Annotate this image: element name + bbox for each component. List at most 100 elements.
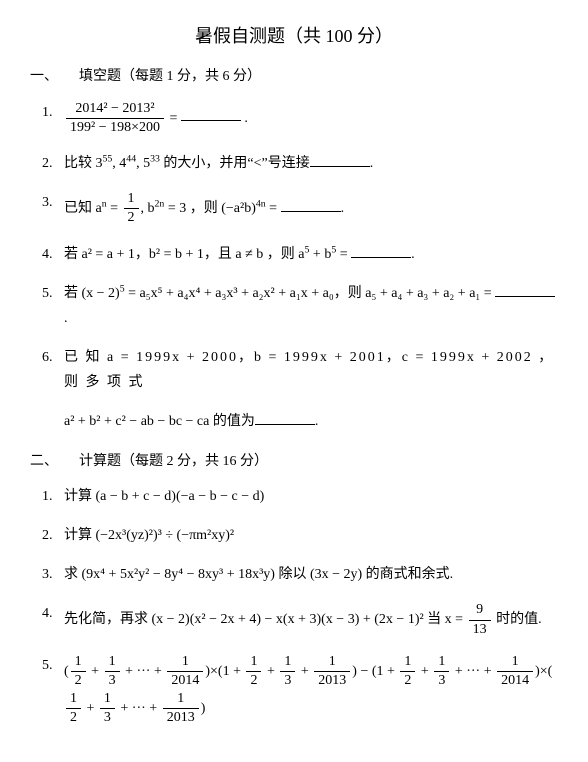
- text: 若 (x − 2): [64, 286, 120, 301]
- text: + ··· +: [451, 664, 495, 679]
- text: =: [336, 247, 351, 262]
- problem-body: 若 a² = a + 1，b² = b + 1，且 a ≠ b ，则 a5 + …: [64, 242, 558, 267]
- denominator: 2014: [167, 672, 203, 690]
- text: .: [411, 247, 415, 262]
- denominator: 2013: [314, 672, 350, 690]
- problem-number: 6.: [42, 345, 64, 370]
- fraction: 12014: [497, 653, 533, 690]
- text: +: [297, 664, 312, 679]
- text: .: [341, 201, 345, 216]
- exponent: 33: [150, 153, 160, 164]
- problem-1-6: 6. 已 知 a = 1999x + 2000，b = 1999x + 2001…: [42, 345, 558, 435]
- problem-body: 若 (x − 2)5 = a₅x⁵ + a₄x⁴ + a₃x³ + a₂x² +…: [64, 281, 558, 331]
- denominator: 13: [469, 621, 491, 639]
- fraction: 12013: [163, 690, 199, 727]
- text: +: [83, 701, 98, 716]
- problem-1-3: 3. 已知 an = 12, b2n = 3 ，则 (−a²b)4n = .: [42, 190, 558, 227]
- problem-body: 2014² − 2013² 199² − 198×200 = .: [64, 100, 558, 137]
- problem-number: 3.: [42, 190, 64, 215]
- fraction: 13: [105, 653, 120, 690]
- exponent: 44: [126, 153, 136, 164]
- denominator: 2: [400, 672, 415, 690]
- exponent: 2n: [155, 198, 165, 209]
- blank: [255, 410, 315, 425]
- section-1-header: 一、 填空题（每题 1 分，共 6 分）: [30, 64, 558, 89]
- numerator: 1: [124, 190, 139, 209]
- fraction: 12: [124, 190, 139, 227]
- text: .: [244, 110, 248, 125]
- problem-body: 比较 355, 444, 533 的大小，并用“<”号连接.: [64, 151, 558, 176]
- exponent: 55: [103, 153, 113, 164]
- problem-1-2: 2. 比较 355, 444, 533 的大小，并用“<”号连接.: [42, 151, 558, 176]
- problem-body: 计算 (a − b + c − d)(−a − b − c − d): [64, 484, 558, 509]
- text: =: [170, 110, 181, 125]
- text: =: [266, 201, 281, 216]
- text: , 4: [112, 156, 126, 171]
- numerator: 1: [497, 653, 533, 672]
- text: 已知 a: [64, 201, 102, 216]
- fraction: 12: [66, 690, 81, 727]
- denominator: 3: [100, 709, 115, 727]
- text: 的大小，并用“<”号连接: [160, 156, 310, 171]
- problem-body: 先化简，再求 (x − 2)(x² − 2x + 4) − x(x + 3)(x…: [64, 601, 558, 638]
- text: + ··· +: [122, 664, 166, 679]
- denominator: 199² − 198×200: [66, 119, 164, 137]
- problem-1-5: 5. 若 (x − 2)5 = a₅x⁵ + a₄x⁴ + a₃x³ + a₂x…: [42, 281, 558, 331]
- numerator: 1: [400, 653, 415, 672]
- problem-number: 2.: [42, 523, 64, 548]
- text: =: [107, 201, 122, 216]
- numerator: 9: [469, 601, 491, 620]
- problem-2-5: 5. (12 + 13 + ··· + 12014)×(1 + 12 + 13 …: [42, 653, 558, 728]
- numerator: 1: [66, 690, 81, 709]
- problem-number: 5.: [42, 653, 64, 678]
- fraction: 13: [434, 653, 449, 690]
- fraction: 12014: [167, 653, 203, 690]
- continuation: a² + b² + c² − ab − bc − ca 的值为.: [64, 409, 558, 434]
- text: (: [64, 664, 69, 679]
- blank: [181, 106, 241, 121]
- fraction: 13: [280, 653, 295, 690]
- numerator: 1: [314, 653, 350, 672]
- problem-body: (12 + 13 + ··· + 12014)×(1 + 12 + 13 + 1…: [64, 653, 558, 728]
- fraction: 13: [100, 690, 115, 727]
- text: 比较 3: [64, 156, 103, 171]
- fraction: 12: [71, 653, 86, 690]
- problem-body: 已知 an = 12, b2n = 3 ，则 (−a²b)4n = .: [64, 190, 558, 227]
- text: ): [201, 701, 206, 716]
- text: ) − (1 +: [352, 664, 398, 679]
- exponent: 4n: [256, 198, 266, 209]
- fraction: 12013: [314, 653, 350, 690]
- numerator: 1: [246, 653, 261, 672]
- denominator: 2013: [163, 709, 199, 727]
- numerator: 1: [167, 653, 203, 672]
- text: 已 知 a = 1999x + 2000，b = 1999x + 2001，c …: [64, 350, 554, 390]
- fraction: 12: [400, 653, 415, 690]
- problem-1-4: 4. 若 a² = a + 1，b² = b + 1，且 a ≠ b ，则 a5…: [42, 242, 558, 267]
- denominator: 2: [124, 209, 139, 227]
- denominator: 2: [66, 709, 81, 727]
- numerator: 1: [105, 653, 120, 672]
- problem-2-3: 3. 求 (9x⁴ + 5x²y² − 8y⁴ − 8xy³ + 18x³y) …: [42, 562, 558, 587]
- numerator: 1: [163, 690, 199, 709]
- problem-1-1: 1. 2014² − 2013² 199² − 198×200 = .: [42, 100, 558, 137]
- section-2-header: 二、 计算题（每题 2 分，共 16 分）: [30, 449, 558, 474]
- denominator: 2: [71, 672, 86, 690]
- text: .: [370, 156, 374, 171]
- problem-2-4: 4. 先化简，再求 (x − 2)(x² − 2x + 4) − x(x + 3…: [42, 601, 558, 638]
- fraction: 2014² − 2013² 199² − 198×200: [66, 100, 164, 137]
- text: = a₅x⁵ + a₄x⁴ + a₃x³ + a₂x² + a₁x + a₀，则…: [125, 286, 496, 301]
- fraction: 913: [469, 601, 491, 638]
- numerator: 1: [434, 653, 449, 672]
- text: .: [315, 414, 319, 429]
- numerator: 2014² − 2013²: [66, 100, 164, 119]
- problem-2-2: 2. 计算 (−2x³(yz)²)³ ÷ (−πm²xy)²: [42, 523, 558, 548]
- text: = 3 ，则 (−a²b): [164, 201, 256, 216]
- blank: [495, 282, 555, 297]
- text: + ··· +: [117, 701, 161, 716]
- text: , 5: [136, 156, 150, 171]
- text: 先化简，再求 (x − 2)(x² − 2x + 4) − x(x + 3)(x…: [64, 612, 467, 627]
- problem-body: 求 (9x⁴ + 5x²y² − 8y⁴ − 8xy³ + 18x³y) 除以 …: [64, 562, 558, 587]
- text: , b: [141, 201, 155, 216]
- numerator: 1: [71, 653, 86, 672]
- blank: [281, 197, 341, 212]
